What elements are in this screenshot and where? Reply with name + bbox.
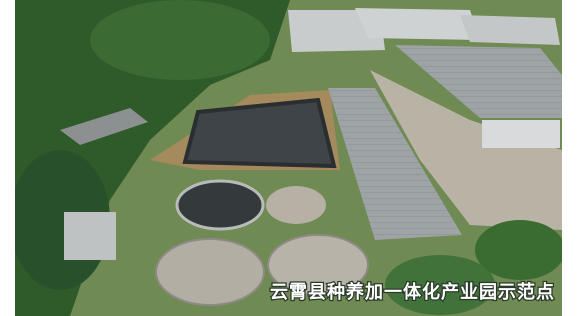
building — [355, 8, 480, 40]
shed — [64, 212, 116, 260]
pond — [185, 100, 334, 166]
photo-frame: 云霄县种养加一体化产业园示范点 — [0, 0, 584, 316]
building — [482, 120, 560, 148]
aerial-photo — [10, 0, 565, 316]
caption: 云霄县种养加一体化产业园示范点 — [270, 281, 555, 303]
building — [460, 15, 560, 45]
trees — [90, 0, 270, 80]
tank — [266, 186, 326, 224]
tank — [156, 239, 264, 305]
tank — [177, 181, 263, 229]
